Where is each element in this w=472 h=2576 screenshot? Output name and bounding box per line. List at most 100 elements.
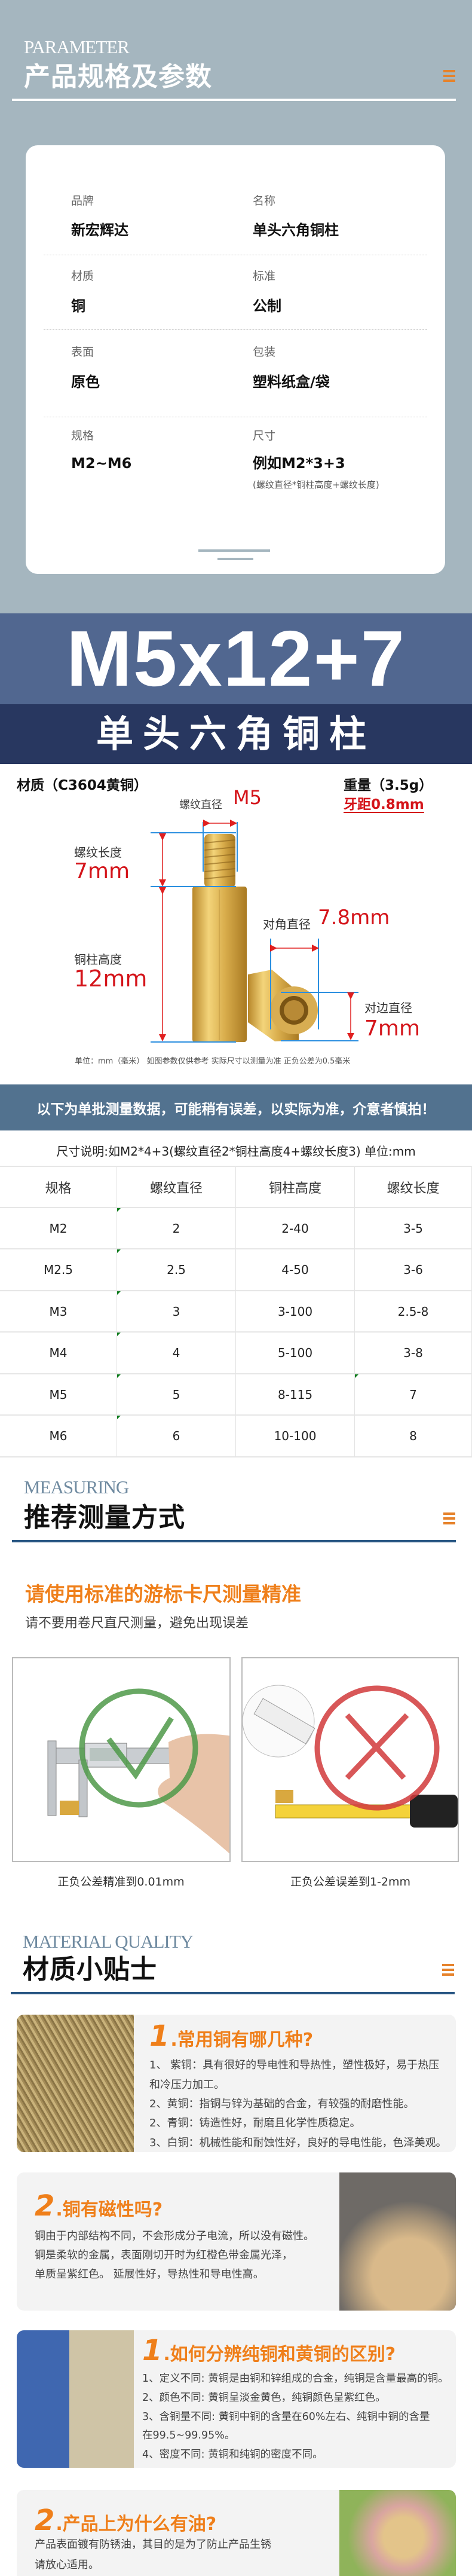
product-name: 单头六角铜柱 xyxy=(96,712,376,756)
menu-icon[interactable] xyxy=(443,1512,455,1524)
spec-label-surface: 表面 xyxy=(71,346,94,359)
thread-length-label: 螺纹长度 xyxy=(74,845,122,860)
spec-value-size: 例如M2*3+3 xyxy=(253,455,345,472)
tape-measure-photo xyxy=(241,1657,459,1862)
cell-marker xyxy=(117,1249,121,1253)
table-cell: M5 xyxy=(0,1374,117,1416)
tip-card-brass-vs-copper: 1.如何分辨纯铜和黄铜的区别? 1、定义不同: 黄铜是由铜和锌组成的合金，纯铜是… xyxy=(17,2330,456,2468)
table-cell: 4-50 xyxy=(236,1249,355,1291)
decor-bar xyxy=(217,558,253,560)
tip-title: 1.如何分辨纯铜和黄铜的区别? xyxy=(142,2334,396,2367)
divider xyxy=(44,329,427,330)
table-header-cell: 螺纹直径 xyxy=(117,1167,236,1208)
spec-label-standard: 标准 xyxy=(253,270,276,283)
measuring-headline: 请使用标准的游标卡尺测量精准 xyxy=(25,1582,301,1606)
title-underline xyxy=(11,1992,455,1994)
bad-caption: 正负公差误差到1-2mm xyxy=(290,1875,411,1889)
spec-value-packaging: 塑料纸盒/袋 xyxy=(253,374,330,390)
hand-with-parts-photo xyxy=(339,2490,456,2576)
table-cell-text: 6 xyxy=(172,1429,180,1443)
weight-label: 重量（3.5g） xyxy=(344,778,433,793)
hand-icon xyxy=(158,1734,229,1854)
decor-bar xyxy=(198,549,270,552)
model-banner: M5x12+7 xyxy=(0,613,472,704)
height-label: 铜柱高度 xyxy=(74,952,122,967)
tip-card-magnetism: 2.铜有磁性吗? 铜由于内部结构不同，不会形成分子电流，所以没有磁性。 铜是柔软… xyxy=(17,2172,456,2311)
tip-title: 1.常用铜有哪几种? xyxy=(149,2019,314,2053)
table-cell-text: 4 xyxy=(172,1346,180,1360)
title-underline xyxy=(12,1540,456,1542)
tip-line: 单质呈紫红色。 延展性好，导热性和导电性高。 xyxy=(35,2268,264,2281)
diagonal-value: 7.8mm xyxy=(318,906,390,930)
dimension-arrows xyxy=(159,820,354,1041)
thread-length-value: 7mm xyxy=(74,859,130,884)
tip-line: 3、白铜：机械性能和耐蚀性好，良好的导电性能，色泽美观。 xyxy=(149,2137,447,2149)
notice-band: 以下为单批测量数据，可能稍有误差，以实际为准，介意者慎拍！ xyxy=(0,1084,472,1130)
spec-label-packaging: 包装 xyxy=(253,346,276,359)
height-value: 12mm xyxy=(74,965,148,992)
good-caption: 正负公差精准到0.01mm xyxy=(57,1875,185,1889)
standoff-diagram xyxy=(151,820,358,1043)
copper-parts-bowls-photo xyxy=(339,2172,456,2311)
cell-marker xyxy=(117,1291,121,1295)
material-en-title: MATERIAL QUALITY xyxy=(23,1931,194,1952)
tip-line: 铜由于内部结构不同，不会形成分子电流，所以没有磁性。 xyxy=(35,2230,314,2242)
table-cell: M2.5 xyxy=(0,1249,117,1291)
parameter-en-title: PARAMETER xyxy=(24,36,130,57)
dimension-lines xyxy=(151,822,358,1043)
tip-line: 2、颜色不同: 黄铜呈淡金黄色，纯铜颜色呈紫红色。 xyxy=(142,2392,386,2404)
measuring-title: 推荐测量方式 xyxy=(24,1502,185,1533)
flat-value: 7mm xyxy=(364,1016,421,1041)
table-cell: 3-100 xyxy=(236,1291,355,1333)
pitch-label: 牙距0.8mm xyxy=(344,797,424,814)
table-cell: 3-5 xyxy=(355,1208,472,1249)
menu-icon[interactable] xyxy=(443,70,455,82)
material-label: 材质（C3604黄铜） xyxy=(17,778,148,793)
size-note: 尺寸说明:如M2*4+3(螺纹直径2*铜柱高度4+螺纹长度3) 单位:mm xyxy=(56,1144,416,1159)
table-header-cell: 螺纹长度 xyxy=(355,1167,472,1208)
table-header-cell: 规格 xyxy=(0,1167,117,1208)
table-header-cell: 铜柱高度 xyxy=(236,1167,355,1208)
table-cell: M3 xyxy=(0,1291,117,1333)
table-cell: 5 xyxy=(117,1374,236,1416)
spec-size-note: (螺纹直径*铜柱高度+螺纹长度) xyxy=(253,479,379,490)
spec-value-name: 单头六角铜柱 xyxy=(253,222,339,239)
tip-line: 和冷压力加工。 xyxy=(149,2079,225,2091)
diagonal-label: 对角直径 xyxy=(263,917,311,931)
tip-line: 请放心适用。 xyxy=(35,2559,99,2571)
table-cell: 4 xyxy=(117,1333,236,1374)
tip-line: 铜是柔软的金属，表面刚切开时为红橙色带金属光泽， xyxy=(35,2249,293,2262)
table-cell: 10-100 xyxy=(236,1416,355,1457)
material-title: 材质小贴士 xyxy=(23,1954,157,1985)
spec-label-spec: 规格 xyxy=(71,429,94,442)
cell-marker xyxy=(117,1374,121,1378)
table-cell-text: 3 xyxy=(172,1304,180,1319)
tip-line: 2、黄铜：指铜与锌为基础的合金，有较强的耐磨性能。 xyxy=(149,2098,415,2110)
tip-line: 1、定义不同: 黄铜是由铜和锌组成的合金，纯铜是含量最高的铜。 xyxy=(142,2373,449,2385)
tip-line: 2、青铜：铸造性好，耐磨且化学性质稳定。 xyxy=(149,2117,361,2129)
tip-card-oil: 2.产品上为什么有油? 产品表面镀有防锈油，其目的是为了防止产品生锈 请放心适用… xyxy=(17,2490,456,2576)
table-cell: 8 xyxy=(355,1416,472,1457)
menu-icon[interactable] xyxy=(442,1964,454,1976)
tip-line: 1、 紫铜：具有很好的导电性和导热性，塑性极好，易于热压 xyxy=(149,2059,440,2071)
table-cell-text: 5 xyxy=(172,1387,180,1402)
small-standoff xyxy=(248,970,318,1041)
thread-dia-value: M5 xyxy=(233,786,262,809)
spec-label-name: 名称 xyxy=(253,194,276,207)
tip-title: 2.铜有磁性吗? xyxy=(35,2189,163,2223)
caliper-photo xyxy=(12,1657,231,1862)
ruler-icon xyxy=(243,1685,315,1758)
table-cell: 7 xyxy=(355,1374,472,1416)
cross-circle-icon xyxy=(314,1685,440,1811)
table-cell: M2 xyxy=(0,1208,117,1249)
check-circle-icon xyxy=(79,1688,198,1808)
name-banner: 单头六角铜柱 xyxy=(0,704,472,764)
table-cell: 2.5 xyxy=(117,1249,236,1291)
spec-card: 品牌 新宏辉达 名称 单头六角铜柱 材质 铜 标准 公制 表面 原色 包装 塑料… xyxy=(26,145,445,574)
table-cell: M6 xyxy=(0,1416,117,1457)
tip-line: 3、含铜量不同: 黄铜中铜的含量在60%左右、纯铜中铜的含量 xyxy=(142,2411,430,2423)
threaded-stud xyxy=(204,834,236,888)
tip-card-copper-types: 1.常用铜有哪几种? 1、 紫铜：具有很好的导电性和导热性，塑性极好，易于热压 … xyxy=(17,2015,456,2152)
lab-technician-photo xyxy=(17,2330,134,2468)
spec-value-brand: 新宏辉达 xyxy=(71,222,128,239)
